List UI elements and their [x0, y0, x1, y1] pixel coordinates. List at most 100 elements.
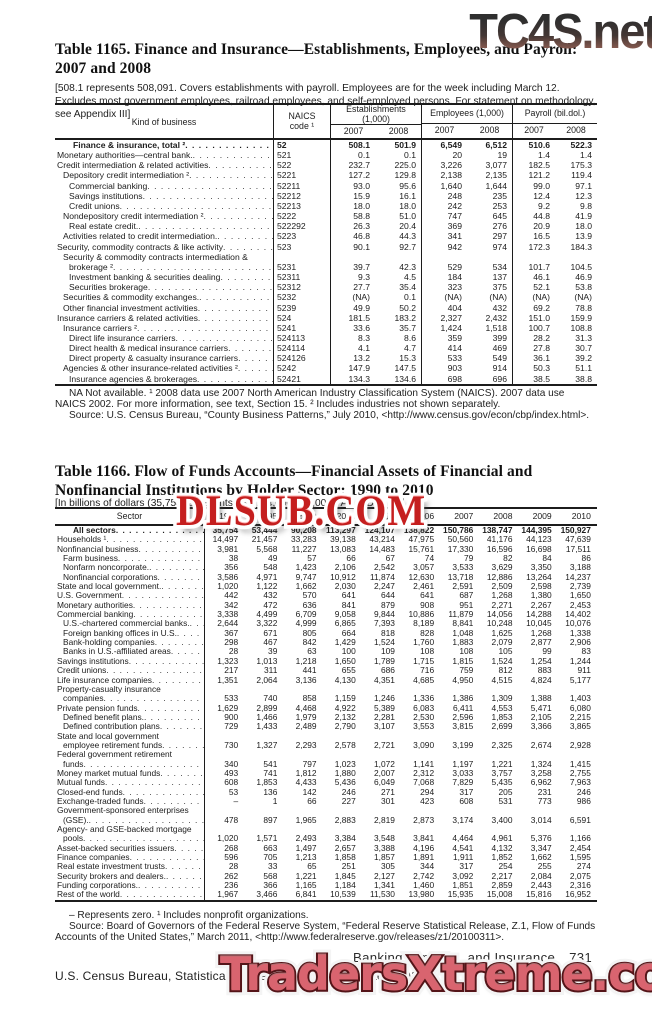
row-label-text: Credit unions [57, 666, 107, 676]
cell-value: 246 [341, 786, 356, 797]
cell-value: 1.4 [580, 150, 592, 161]
cell-value: 3,174 [452, 814, 474, 825]
cell-value: 6,841 [295, 889, 317, 900]
cell-value: 1,072 [373, 758, 395, 769]
cell-value: 20.4 [399, 221, 416, 232]
group-years: 2007 2008 [331, 125, 421, 138]
cell-value: 696 [492, 373, 507, 384]
cell-value: 1,524 [373, 637, 395, 648]
cell-value: 1,324 [530, 758, 552, 769]
cell-value: 18.0 [399, 200, 416, 211]
cell-value: 4,468 [295, 702, 317, 713]
cell-value: 705 [263, 852, 278, 863]
table-row: Banks in U.S.-affiliated areas 28 39 63 100 1… [55, 646, 597, 657]
cell-value: 533 [421, 353, 467, 364]
cell-value: 1,967 [217, 889, 239, 900]
row-label-text: Securities & commodity exchanges. [63, 292, 200, 303]
cell-value: 2,578 [334, 739, 356, 750]
row-label: Monetary authorities—central bank. [55, 150, 273, 160]
cell-value: 31.3 [575, 332, 592, 343]
row-label: Commercial banking [55, 610, 205, 620]
cell-value: 14,483 [369, 543, 395, 554]
table-row: Nonfinancial corporations 3,586 4,971 9,747… [55, 571, 597, 583]
cell-value: 548 [263, 562, 278, 573]
row-label-text: Investment banking & securities dealing [69, 272, 221, 283]
cell-naics: 5239 [273, 302, 330, 313]
cell-value: 8,841 [452, 618, 474, 629]
table-1166-title-line2: Nonfinancial Institutions by Holder Sect… [55, 481, 434, 499]
cell-value: 4,685 [413, 674, 435, 685]
cell-value: 2,215 [569, 711, 591, 722]
cell-value: 8,189 [413, 618, 435, 629]
cell-value: 227 [341, 795, 356, 806]
cell-value: 1,629 [217, 702, 239, 713]
cell-value: 109 [380, 646, 395, 657]
table-row: Commercial banking 3,338 4,499 6,709 9,058 9,… [55, 609, 597, 620]
row-label-text: (GSE). [63, 815, 89, 825]
cell-value: 99 [542, 646, 552, 657]
cell-value: 897 [263, 814, 278, 825]
cell-value: 596 [224, 852, 239, 863]
row-label-text: Nondepository credit intermediation ² [63, 211, 204, 222]
cell-value: 441 [302, 665, 317, 676]
table-row: U.S.-chartered commercial banks. 2,644 3,3… [55, 618, 597, 629]
column-header-year: 2007 [454, 511, 474, 521]
group-label-payroll: Payroll (bil.dol.) [513, 105, 597, 124]
cell-value: 522.3 [570, 140, 592, 150]
cell-value: 7,963 [569, 777, 591, 788]
cell-value: 12,630 [408, 571, 435, 582]
cell-value: 3,033 [452, 767, 474, 778]
cell-value: 1,159 [334, 693, 356, 704]
cell-value: 39.2 [575, 353, 592, 364]
cell-value: 46.9 [575, 272, 592, 283]
cell-value: 608 [459, 795, 474, 806]
cell-value: 16,698 [526, 543, 552, 554]
cell-value: 108.8 [570, 322, 592, 333]
cell-value: 1,218 [295, 655, 317, 666]
cell-value: 3,057 [413, 562, 435, 573]
row-label-text: Security, commodity contracts & like act… [57, 241, 224, 252]
cell-value: 305 [380, 861, 395, 872]
cell-naics: 524 [273, 312, 330, 323]
table-row: State and local government. 1,020 1,122 1,6… [55, 581, 597, 592]
leader-dots [165, 862, 204, 871]
cell-value: 914 [492, 363, 507, 374]
cell-value: 645 [492, 211, 507, 222]
leader-dots [122, 591, 204, 600]
row-label: Direct life insurance carriers [55, 333, 273, 343]
table-row: pools 1,020 1,571 2,493 3,384 3,548 3,841 4,464… [55, 833, 597, 844]
leader-dots [104, 694, 204, 703]
cell-value: 1,789 [373, 655, 395, 666]
table-row: Federal government retirement [55, 750, 597, 760]
cell-value: 137 [492, 272, 507, 283]
cell-value: 49.9 [330, 302, 375, 313]
cell-value: 664 [341, 627, 356, 638]
row-label: Credit unions [55, 201, 273, 211]
table-row: Savings institutions 1,323 1,013 1,218 1,650… [55, 655, 597, 667]
table-row: Monetary authorities—central bank.5210.1… [55, 150, 597, 161]
row-label: Real estate credit. [55, 221, 273, 231]
cell-value: 641 [420, 590, 435, 601]
cell-naics: 522 [273, 160, 330, 171]
cell-value: 2,489 [295, 721, 317, 732]
cell-value: 2,075 [569, 870, 591, 881]
row-label-text: Monetary authorities [57, 600, 133, 610]
cell-value: 4,999 [295, 618, 317, 629]
row-label: Nondepository credit intermediation ² [55, 211, 273, 221]
cell-value: 986 [576, 795, 591, 806]
table-row: funds 340 541 797 1,023 1,072 1,141 1,197 1,221 1… [55, 758, 597, 769]
leader-dots [84, 760, 205, 769]
column-group-establishments: Establishments (1,000) 2007 2008 [330, 104, 421, 138]
watermark-dlsub-fill: DLSUB.COM [176, 486, 427, 535]
leader-dots [198, 303, 273, 313]
cell-value: 10,539 [330, 889, 356, 900]
table-1166-bracket-note: [In billions of dollars (35,754 represen… [55, 498, 405, 509]
cell-naics: 523 [273, 241, 330, 252]
table-row: U.S. Government 442 432 570 641 644 641 687 1,26… [55, 590, 597, 601]
cell-value: 33.6 [330, 322, 375, 333]
cell-value: 1,323 [217, 655, 239, 666]
leader-dots [133, 601, 204, 610]
cell-value: 4,950 [452, 674, 474, 685]
